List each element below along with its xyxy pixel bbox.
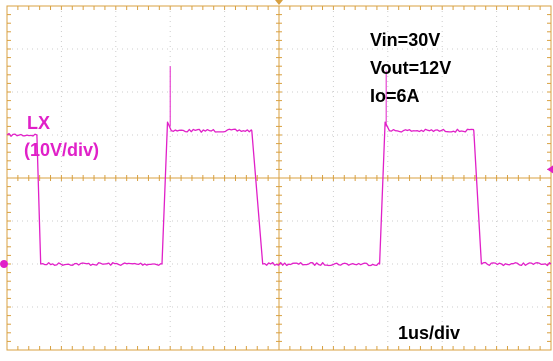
- condition-io: Io=6A: [370, 86, 420, 106]
- waveform-lx: [6, 66, 552, 267]
- timebase-label: 1us/div: [398, 323, 461, 343]
- condition-vout: Vout=12V: [370, 58, 452, 78]
- condition-vin: Vin=30V: [370, 30, 441, 50]
- trigger-position-marker: [275, 0, 283, 5]
- trace-path: [6, 121, 552, 267]
- trigger-marker: [547, 165, 553, 174]
- grid: [6, 5, 552, 351]
- markers: [0, 0, 553, 268]
- ground-marker: [0, 260, 8, 268]
- channel-scale: (10V/div): [24, 140, 100, 160]
- channel-name: LX: [27, 113, 51, 133]
